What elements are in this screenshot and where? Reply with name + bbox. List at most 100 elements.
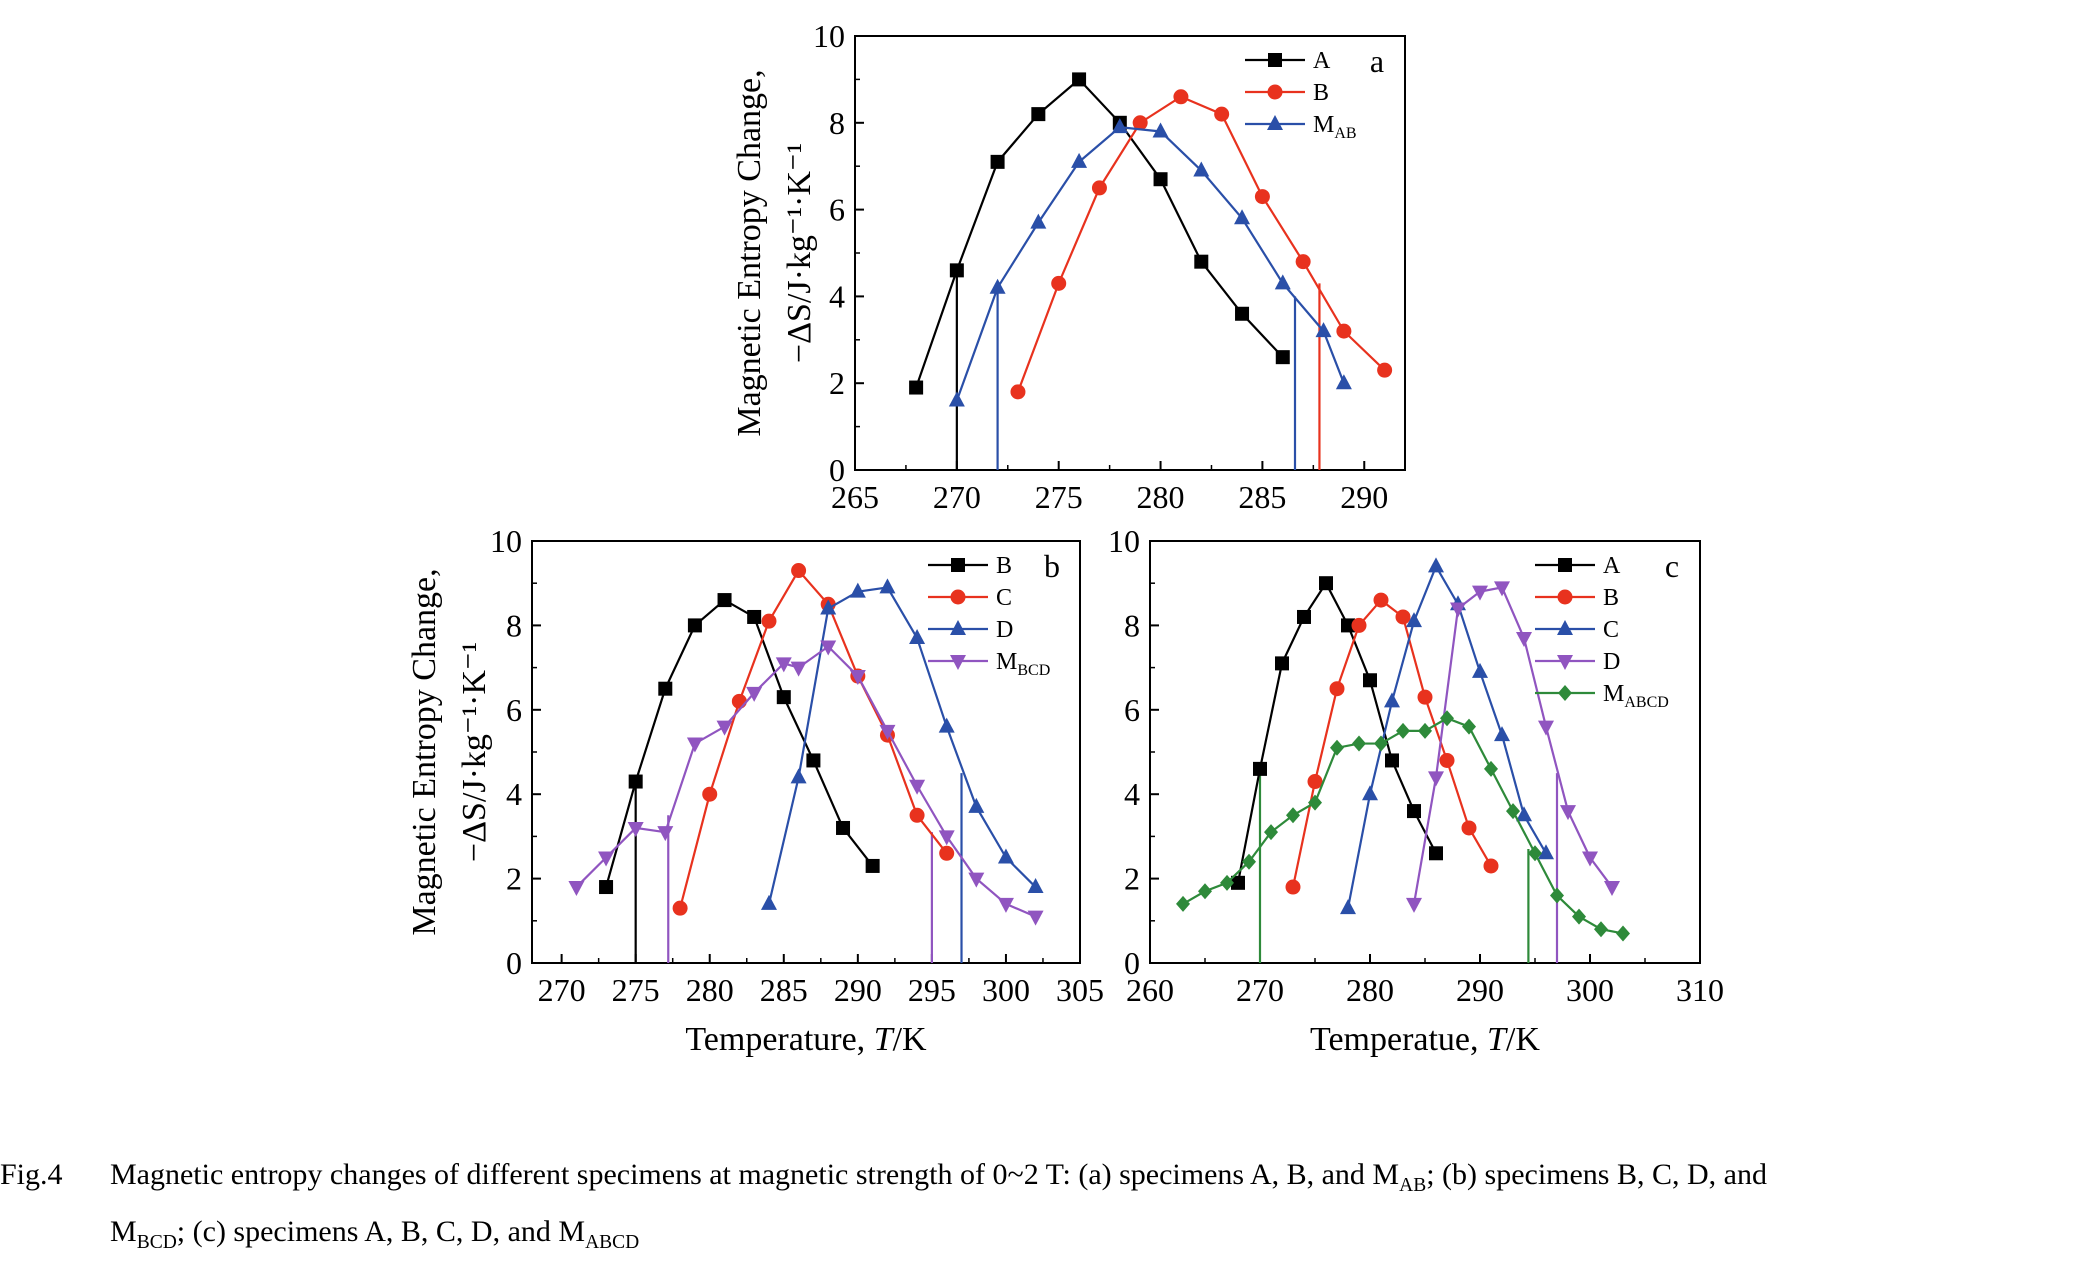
caption-line-2: MBCD; (c) specimens A, B, C, D, and MABC… <box>0 1209 2090 1266</box>
panel-tag: a <box>1370 43 1384 79</box>
y-tick-label: 10 <box>490 523 522 559</box>
data-point-c <box>1516 806 1532 822</box>
x-tick-label: 310 <box>1676 972 1724 1008</box>
x-tick-label: 275 <box>1035 479 1083 515</box>
data-point-mab <box>948 391 965 407</box>
series-line-b <box>1016 95 1386 393</box>
data-point-c <box>702 786 718 802</box>
data-point-a <box>1031 107 1046 122</box>
panel-tag: b <box>1044 548 1060 584</box>
x-axis-title-symbol: T <box>1487 1021 1508 1058</box>
legend-label: C <box>1603 617 1619 643</box>
data-point-b <box>1173 89 1189 105</box>
data-point-mab <box>989 278 1006 294</box>
legend-label-subscript: BCD <box>1017 662 1050 679</box>
data-point-a <box>1231 875 1245 890</box>
data-point-c <box>939 845 955 861</box>
data-point-a <box>1153 172 1168 187</box>
series-line-a <box>915 77 1284 388</box>
x-axis-title: Temperature, T/K <box>685 1021 927 1058</box>
data-point-a <box>1429 846 1443 861</box>
data-point-d <box>1538 720 1554 736</box>
data-point-d <box>820 599 837 615</box>
x-axis-title: Temperatue, T/K <box>1310 1021 1540 1058</box>
data-point-b <box>1285 879 1301 895</box>
data-point-mbcd <box>879 724 896 740</box>
y-tick-label: 8 <box>506 607 522 643</box>
legend-label-name: M <box>1603 681 1624 707</box>
x-tick-label: 260 <box>1126 972 1174 1008</box>
legend-label: MAB <box>1313 112 1357 142</box>
legend-label: B <box>1603 585 1619 611</box>
data-point-c <box>791 563 807 579</box>
x-tick-label: 280 <box>1137 479 1185 515</box>
y-tick-label: 4 <box>1124 776 1140 812</box>
legend-marker <box>1557 589 1573 605</box>
data-point-mab <box>1152 122 1169 138</box>
data-point-a <box>1235 306 1250 321</box>
data-point-d <box>1494 581 1510 597</box>
data-point-b <box>1351 617 1367 633</box>
data-point-a <box>1363 673 1377 688</box>
data-point-b <box>1214 106 1230 122</box>
data-point-mbcd <box>746 686 763 702</box>
y-tick-label: 4 <box>829 278 845 314</box>
legend-label-subscript: ABCD <box>1624 694 1668 711</box>
data-point-d <box>909 629 926 645</box>
data-point-mab <box>1071 152 1088 168</box>
x-tick-label: 285 <box>760 972 808 1008</box>
data-point-c <box>1384 692 1400 708</box>
data-point-b <box>658 681 673 696</box>
data-point-mbcd <box>909 779 926 795</box>
legend-label: MABCD <box>1603 681 1669 711</box>
data-point-mabcd <box>1374 735 1388 752</box>
data-point-mabcd <box>1396 722 1410 739</box>
y-tick-label: 10 <box>813 18 845 54</box>
x-tick-label: 265 <box>831 479 879 515</box>
legend-label: A <box>1603 553 1621 579</box>
data-point-mbcd <box>568 881 585 897</box>
series-line-b <box>1291 598 1492 888</box>
data-point-a <box>1253 761 1267 776</box>
y-axis-title-line2: −ΔS/J·kg⁻¹·K⁻¹ <box>456 642 493 862</box>
legend-marker <box>950 655 966 670</box>
chart-panel-b: 270 275 280 285 290 295 300 305 0 2 4 6 8 10 Magnetic … <box>406 523 1104 1058</box>
series-line-a <box>1236 581 1437 884</box>
legend-marker <box>1558 558 1572 572</box>
data-point-mbcd <box>627 821 644 837</box>
legend-label-name: A <box>1603 553 1621 579</box>
data-point-mab <box>1234 209 1251 225</box>
legend-label-subscript: AB <box>1334 125 1356 142</box>
data-point-b <box>599 880 614 895</box>
y-tick-label: 0 <box>1124 945 1140 981</box>
x-tick-label: 270 <box>538 972 586 1008</box>
legend-marker <box>1558 685 1572 701</box>
legend-label: MBCD <box>996 649 1050 679</box>
data-point-d <box>1027 878 1044 894</box>
data-point-mbcd <box>849 670 866 686</box>
x-tick-label: 305 <box>1056 972 1104 1008</box>
y-tick-label: 6 <box>1124 692 1140 728</box>
series-line-c <box>679 568 948 909</box>
data-point-d <box>938 717 955 733</box>
data-point-mabcd <box>1198 883 1212 900</box>
data-point-a <box>1072 72 1087 87</box>
data-point-mbcd <box>820 640 837 656</box>
x-tick-label: 300 <box>1566 972 1614 1008</box>
legend-label: B <box>1313 80 1329 106</box>
data-point-mab <box>1111 118 1128 134</box>
legend-label-name: A <box>1313 48 1331 74</box>
data-point-b <box>776 690 791 705</box>
data-point-b <box>1483 858 1499 874</box>
data-point-mabcd <box>1220 874 1234 891</box>
data-point-b <box>1336 323 1352 339</box>
data-point-c <box>1406 612 1422 628</box>
data-point-c <box>1340 899 1356 915</box>
legend-label-name: D <box>1603 649 1620 675</box>
y-tick-label: 6 <box>506 692 522 728</box>
data-point-d <box>1450 602 1466 618</box>
data-point-d <box>968 797 985 813</box>
data-point-c <box>1362 785 1378 801</box>
data-point-b <box>1329 681 1345 697</box>
